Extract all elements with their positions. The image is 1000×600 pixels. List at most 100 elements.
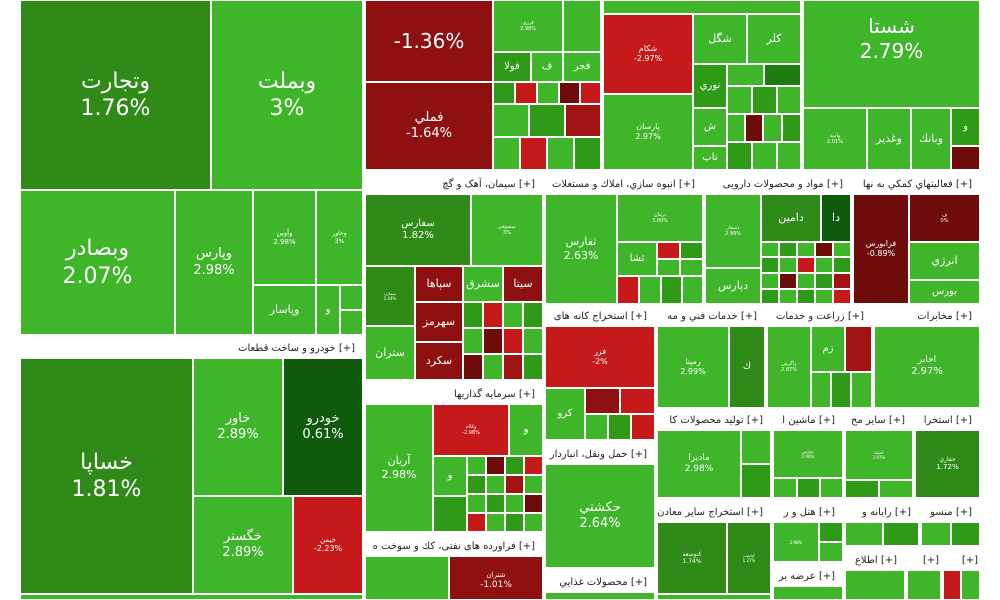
tile-zagros[interactable]: زاگرس 2.87% xyxy=(767,326,811,408)
sector-header[interactable]: [+] استخرا xyxy=(915,412,980,430)
tile-small[interactable] xyxy=(879,480,913,498)
tile-madira[interactable]: مادیرا 2.98% xyxy=(657,430,741,498)
tile-small[interactable] xyxy=(617,276,639,304)
tile-small[interactable] xyxy=(682,276,703,304)
expand-marker[interactable]: [+] xyxy=(818,507,835,518)
tile-small[interactable] xyxy=(493,104,529,137)
tile-boors[interactable]: بورس xyxy=(909,280,980,304)
sector-header[interactable]: [+] رايانه و xyxy=(845,504,919,522)
tile-sharq[interactable]: سشرق xyxy=(463,266,503,302)
sector-header[interactable]: [+] xyxy=(907,552,941,570)
tile-small[interactable] xyxy=(463,302,483,328)
tile-small[interactable] xyxy=(545,592,655,600)
tile-kala[interactable]: کلر xyxy=(747,14,801,64)
tile-sepaha[interactable]: سپاها xyxy=(415,266,463,302)
tile-small[interactable] xyxy=(961,570,980,600)
tile-vbsader[interactable]: وبصادر 2.07% xyxy=(20,190,175,335)
tile-shekam[interactable]: شکام -2.97% xyxy=(603,14,693,94)
tile-kro[interactable]: كرو xyxy=(545,388,585,440)
tile-smazan[interactable]: سمازن 1.44% xyxy=(365,266,415,326)
expand-marker[interactable]: [+] xyxy=(518,389,535,400)
sector-header[interactable]: [+] زراعت و خدمات xyxy=(767,308,872,326)
tile-small[interactable] xyxy=(761,289,779,304)
tile-small[interactable] xyxy=(503,302,523,328)
tile-small[interactable] xyxy=(523,302,543,328)
tile-small[interactable] xyxy=(727,142,752,170)
expand-marker[interactable]: [+] xyxy=(847,311,864,322)
tile-small[interactable] xyxy=(340,310,363,335)
tile-small[interactable] xyxy=(727,114,745,142)
expand-marker[interactable]: [+] xyxy=(518,179,535,190)
sector-header[interactable]: [+] ساير مح xyxy=(845,412,913,430)
tile-small[interactable] xyxy=(340,285,363,310)
tile-shasta[interactable]: شستا 2.79% xyxy=(803,0,980,108)
tile-small[interactable] xyxy=(782,114,801,142)
tile-saipa-ore[interactable]: كساپا 2.97% xyxy=(845,430,913,480)
tile-small[interactable] xyxy=(951,146,980,170)
expand-marker[interactable]: [+] xyxy=(955,415,972,426)
tile-small[interactable] xyxy=(797,257,815,273)
tile-da[interactable]: دا xyxy=(821,194,851,242)
tile-small[interactable] xyxy=(524,494,543,513)
tile-small[interactable] xyxy=(657,242,680,259)
sector-header[interactable]: [+] سرمايه گذاريها xyxy=(365,386,543,404)
tile-small[interactable] xyxy=(815,242,833,257)
expand-marker[interactable]: [+] xyxy=(955,507,972,518)
tile-vtejarat[interactable]: وتجارت 1.76% xyxy=(20,0,211,190)
tile-dpars[interactable]: دپارس xyxy=(705,268,761,304)
tile-small[interactable] xyxy=(797,289,815,304)
tile-small[interactable] xyxy=(833,289,851,304)
tile-k[interactable]: ك xyxy=(729,326,765,408)
sector-header[interactable]: [+] فعاليتهاي کمکي به نها xyxy=(853,176,980,194)
tile-small[interactable] xyxy=(951,522,980,546)
expand-marker[interactable]: [+] xyxy=(630,449,647,460)
tile-small[interactable] xyxy=(563,0,601,52)
tile-small[interactable] xyxy=(833,242,851,257)
expand-marker[interactable]: [+] xyxy=(826,179,843,190)
tile-small[interactable] xyxy=(483,328,503,354)
tile-small[interactable] xyxy=(761,257,779,273)
tile-small[interactable] xyxy=(777,86,801,114)
tile-fe-pct[interactable]: ف 0% xyxy=(909,194,980,242)
tile-small[interactable] xyxy=(741,464,771,498)
tile-kbasheb[interactable]: كباشب 1.27% xyxy=(727,522,771,594)
expand-marker[interactable]: [+] xyxy=(630,577,647,588)
tile-small[interactable] xyxy=(779,273,797,289)
tile-vpasar[interactable]: وپاسار xyxy=(253,285,316,335)
tile-small[interactable] xyxy=(433,496,467,532)
tile-small[interactable] xyxy=(811,372,831,408)
tile-small[interactable] xyxy=(467,456,486,475)
tile-small[interactable] xyxy=(505,456,524,475)
tile-hetoon[interactable]: حفاري 1.72% xyxy=(915,430,980,498)
tile-shetran[interactable]: شتران -1.01% xyxy=(449,556,543,600)
sector-header[interactable]: [+] مخابرات xyxy=(874,308,980,326)
tile-sakhtar[interactable]: ثشا xyxy=(617,242,657,276)
tile-small[interactable] xyxy=(752,86,777,114)
tile-small[interactable] xyxy=(657,594,771,600)
tile-small[interactable] xyxy=(883,522,919,546)
tile-small[interactable] xyxy=(486,494,505,513)
tile-ktosee[interactable]: کتوسعه 1.74% xyxy=(657,522,727,594)
sector-header[interactable]: [+] انبوه سازي، املاك و مستغلات xyxy=(545,176,703,194)
tile-vbmellat[interactable]: وبملت 3% xyxy=(211,0,363,190)
tile-khavar[interactable]: خاور 2.89% xyxy=(193,358,283,496)
expand-marker[interactable]: [+] xyxy=(678,179,695,190)
tile-small[interactable] xyxy=(777,142,801,170)
tile-sehormoz[interactable]: سهرمز xyxy=(415,302,463,342)
tile-small[interactable] xyxy=(467,475,486,494)
tile-small[interactable] xyxy=(741,430,771,464)
tile-vo3[interactable]: و xyxy=(509,404,543,456)
tile-small[interactable] xyxy=(727,86,752,114)
tile-small[interactable] xyxy=(820,478,843,498)
expand-marker[interactable]: [+] xyxy=(818,415,835,426)
tile-small[interactable] xyxy=(503,328,523,354)
tile-small[interactable] xyxy=(559,82,580,104)
tile-small[interactable] xyxy=(773,586,843,600)
tile-small[interactable] xyxy=(580,82,601,104)
tile-small[interactable] xyxy=(547,137,574,170)
sector-header[interactable]: [+] سیمان، آهک و گچ xyxy=(365,176,543,194)
tile-satran[interactable]: ستران xyxy=(365,326,415,380)
tile-small[interactable] xyxy=(524,475,543,494)
tile-zm[interactable]: زم xyxy=(811,326,845,372)
tile-small[interactable] xyxy=(505,494,524,513)
